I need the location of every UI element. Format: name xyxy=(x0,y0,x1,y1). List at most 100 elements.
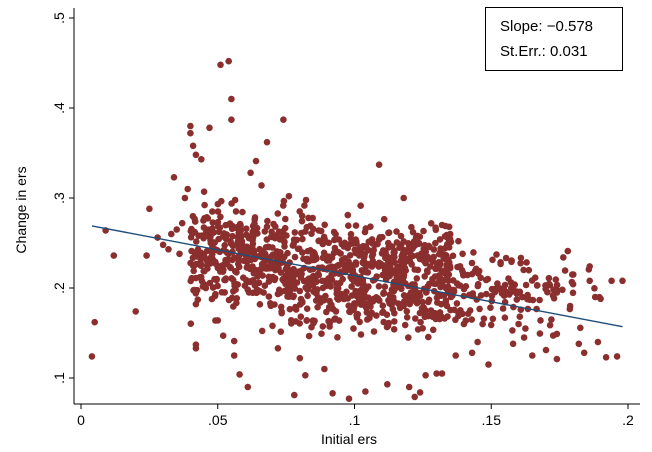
scatter-point xyxy=(265,278,273,285)
scatter-point xyxy=(438,268,446,276)
scatter-point xyxy=(597,295,604,303)
scatter-point xyxy=(329,390,336,397)
scatter-point xyxy=(192,345,200,352)
scatter-point xyxy=(110,252,118,259)
scatter-point xyxy=(484,275,492,283)
scatter-point xyxy=(396,269,404,277)
scatter-point xyxy=(322,292,329,300)
scatter-point xyxy=(431,309,439,317)
scatter-point xyxy=(591,285,598,292)
scatter-point xyxy=(228,116,235,123)
scatter-point xyxy=(575,340,583,348)
x-tick-label: 0 xyxy=(77,412,85,428)
scatter-point xyxy=(297,313,305,321)
fit-line-layer xyxy=(91,225,623,328)
scatter-point xyxy=(405,383,413,391)
scatter-point xyxy=(296,208,304,215)
slope-label: Slope: xyxy=(500,18,543,35)
scatter-point xyxy=(445,271,453,278)
scatter-point xyxy=(368,309,376,317)
scatter-point xyxy=(537,317,544,324)
scatter-point xyxy=(417,318,424,326)
scatter-point xyxy=(403,314,411,321)
scatter-point xyxy=(269,322,276,330)
scatter-point xyxy=(375,283,383,290)
scatter-point xyxy=(425,312,432,320)
scatter-point xyxy=(287,317,295,324)
scatter-point xyxy=(397,241,405,248)
scatter-point xyxy=(256,245,263,253)
scatter-point xyxy=(209,284,217,291)
scatter-point xyxy=(303,305,311,313)
scatter-point xyxy=(283,278,291,285)
scatter-point xyxy=(233,224,240,232)
scatter-point xyxy=(434,299,441,306)
scatter-point xyxy=(386,300,393,307)
scatter-point xyxy=(460,320,468,328)
scatter-point xyxy=(545,274,553,282)
scatter-point xyxy=(305,284,312,291)
scatter-point xyxy=(295,268,302,276)
scatter-point xyxy=(384,381,391,388)
scatter-point xyxy=(264,217,271,225)
scatter-point xyxy=(209,219,217,226)
scatter-point xyxy=(425,333,432,341)
scatter-point xyxy=(284,249,291,257)
scatter-point xyxy=(550,286,557,294)
scatter-point xyxy=(228,95,235,103)
scatter-point xyxy=(409,228,417,236)
scatter-point xyxy=(310,225,317,233)
scatter-point xyxy=(432,280,439,288)
scatter-point xyxy=(91,318,98,326)
scatter-point xyxy=(536,296,543,304)
scatter-point xyxy=(204,226,212,233)
scatter-point xyxy=(477,274,485,282)
scatter-point xyxy=(265,273,273,281)
scatter-point xyxy=(190,267,197,275)
scatter-point xyxy=(247,248,255,256)
scatter-point xyxy=(382,249,389,256)
scatter-point xyxy=(304,292,311,300)
scatter-point xyxy=(233,299,240,307)
scatter-point xyxy=(249,263,256,270)
scatter-point xyxy=(509,340,517,348)
scatter-point xyxy=(499,305,507,312)
scatter-point xyxy=(501,281,509,289)
scatter-point xyxy=(516,313,524,321)
scatter-point xyxy=(452,352,460,359)
scatter-point xyxy=(385,244,392,251)
scatter-point xyxy=(267,233,275,241)
scatter-point xyxy=(542,346,550,354)
scatter-point xyxy=(247,169,254,177)
scatter-point xyxy=(233,241,241,248)
scatter-point xyxy=(217,213,224,221)
scatter-point xyxy=(305,332,313,340)
scatter-point xyxy=(385,229,392,237)
scatter-point xyxy=(240,257,247,265)
scatter-point xyxy=(319,240,327,248)
scatter-point xyxy=(549,292,557,299)
scatter-point xyxy=(236,371,243,378)
scatter-point xyxy=(429,275,436,283)
scatter-point xyxy=(501,314,509,322)
scatter-point xyxy=(433,260,441,267)
scatter-point xyxy=(206,124,213,132)
scatter-point xyxy=(269,244,276,251)
scatter-point xyxy=(271,276,278,284)
scatter-point xyxy=(173,226,180,233)
scatter-point xyxy=(234,281,241,288)
scatter-point xyxy=(318,277,326,285)
scatter-point xyxy=(297,295,305,303)
scatter-point xyxy=(410,289,417,296)
scatter-point xyxy=(317,299,324,306)
scatter-point xyxy=(485,361,492,368)
scatter-point xyxy=(345,222,352,229)
scatter-point xyxy=(529,352,536,359)
scatter-point xyxy=(291,229,299,236)
scatter-point xyxy=(191,218,199,225)
scatter-point xyxy=(230,352,238,359)
scatter-point xyxy=(266,265,274,272)
scatter-point xyxy=(189,262,197,269)
scatter-point xyxy=(211,292,219,300)
